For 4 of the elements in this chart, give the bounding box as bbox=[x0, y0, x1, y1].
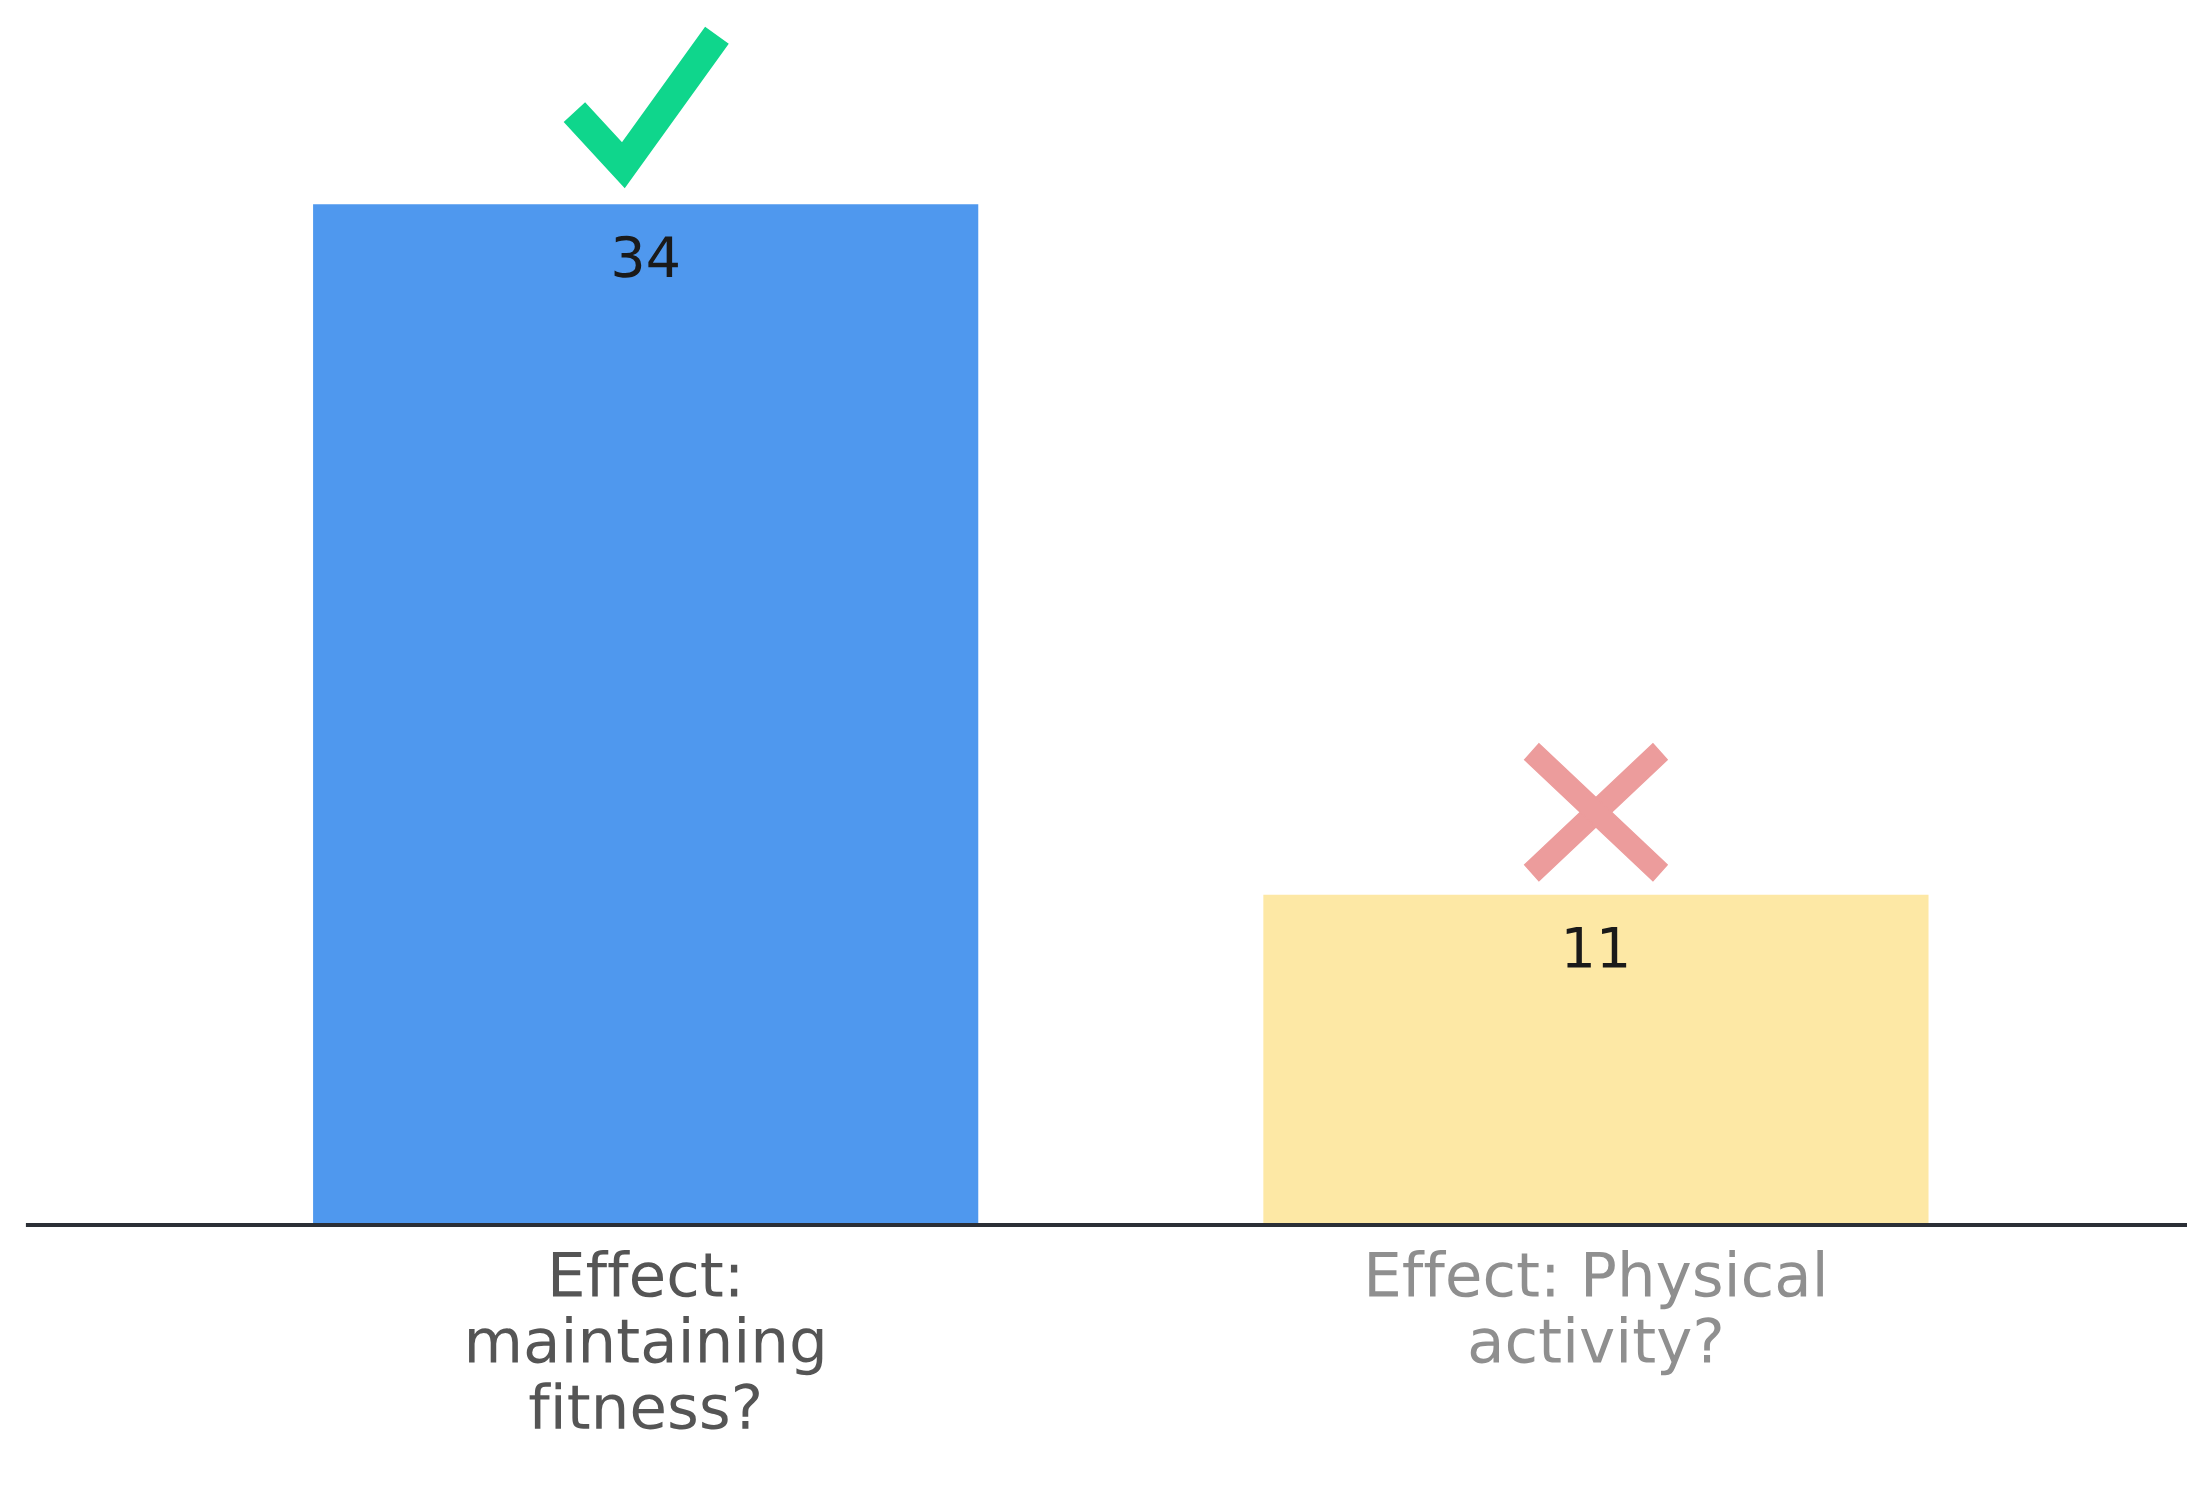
x-tick-label: Effect: maintaining fitness? bbox=[469, 1250, 823, 1430]
x-tick-label: Effect: Physical activity? bbox=[1369, 1250, 1823, 1376]
data-label: 11 bbox=[1566, 926, 1627, 968]
data-label: 34 bbox=[614, 235, 678, 278]
